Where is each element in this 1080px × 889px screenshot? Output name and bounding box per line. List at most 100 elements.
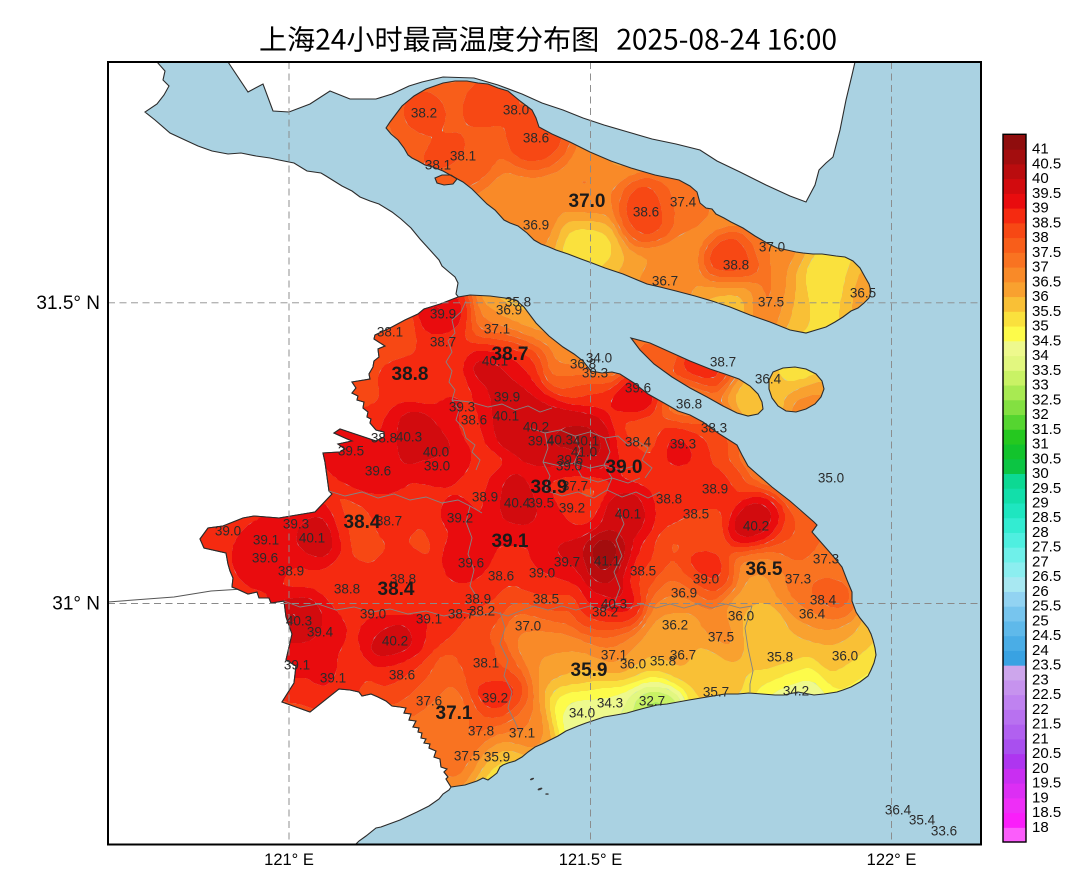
svg-text:35.4: 35.4 <box>909 813 936 828</box>
svg-text:34.0: 34.0 <box>569 706 595 721</box>
svg-text:38.4: 38.4 <box>810 593 837 608</box>
svg-text:37.5: 37.5 <box>1032 244 1061 261</box>
svg-text:39.0: 39.0 <box>215 524 241 539</box>
svg-text:37.0: 37.0 <box>515 619 541 634</box>
svg-text:32: 32 <box>1032 406 1049 423</box>
svg-text:121.5° E: 121.5° E <box>559 851 622 869</box>
svg-text:21.5: 21.5 <box>1032 716 1061 733</box>
svg-text:122° E: 122° E <box>867 851 917 869</box>
svg-text:38.2: 38.2 <box>411 106 437 121</box>
svg-text:30.5: 30.5 <box>1032 450 1061 467</box>
svg-text:39.7: 39.7 <box>554 555 580 570</box>
svg-text:38.9: 38.9 <box>702 482 728 497</box>
svg-text:36.0: 36.0 <box>620 657 646 672</box>
svg-text:40.1: 40.1 <box>299 531 325 546</box>
svg-text:25: 25 <box>1032 612 1049 629</box>
svg-text:38.9: 38.9 <box>465 592 491 607</box>
svg-text:38.3: 38.3 <box>701 421 727 436</box>
svg-text:36.5: 36.5 <box>746 559 783 580</box>
svg-text:34.3: 34.3 <box>597 696 623 711</box>
svg-text:34: 34 <box>1032 347 1049 364</box>
svg-text:39.3: 39.3 <box>582 366 608 381</box>
svg-text:38.7: 38.7 <box>710 355 736 370</box>
svg-text:29: 29 <box>1032 495 1049 512</box>
svg-text:38.7: 38.7 <box>430 335 456 350</box>
svg-text:35: 35 <box>1032 318 1049 335</box>
svg-text:37.3: 37.3 <box>813 552 839 567</box>
svg-text:36.7: 36.7 <box>670 648 696 663</box>
svg-text:39.0: 39.0 <box>424 459 450 474</box>
svg-text:38.5: 38.5 <box>683 507 709 522</box>
svg-text:20: 20 <box>1032 760 1049 777</box>
svg-text:38.8: 38.8 <box>334 582 360 597</box>
svg-text:25.5: 25.5 <box>1032 598 1061 615</box>
svg-text:32.7: 32.7 <box>639 694 665 709</box>
svg-text:39.5: 39.5 <box>1032 185 1061 202</box>
svg-text:20.5: 20.5 <box>1032 745 1061 762</box>
svg-text:35.8: 35.8 <box>767 650 793 665</box>
svg-text:38.7: 38.7 <box>448 607 474 622</box>
svg-text:39.3: 39.3 <box>670 437 696 452</box>
svg-text:36.4: 36.4 <box>799 607 826 622</box>
svg-text:39.5: 39.5 <box>338 444 364 459</box>
svg-text:38.5: 38.5 <box>533 592 559 607</box>
svg-text:40.2: 40.2 <box>743 519 769 534</box>
svg-text:39.5: 39.5 <box>528 496 554 511</box>
svg-text:18: 18 <box>1032 819 1049 836</box>
svg-text:40.1: 40.1 <box>573 434 599 449</box>
svg-text:37.4: 37.4 <box>670 195 697 210</box>
svg-text:38.9: 38.9 <box>472 490 498 505</box>
svg-text:38.8: 38.8 <box>371 431 397 446</box>
svg-text:33.5: 33.5 <box>1032 362 1061 379</box>
svg-text:39.6: 39.6 <box>365 464 391 479</box>
svg-text:38.1: 38.1 <box>473 656 499 671</box>
svg-text:40.2: 40.2 <box>523 420 549 435</box>
svg-text:39.6: 39.6 <box>252 551 278 566</box>
svg-text:37.5: 37.5 <box>708 630 734 645</box>
svg-text:35.8: 35.8 <box>505 295 531 310</box>
svg-text:28: 28 <box>1032 524 1049 541</box>
svg-text:37: 37 <box>1032 259 1049 276</box>
svg-text:40.3: 40.3 <box>601 597 627 612</box>
svg-text:39.0: 39.0 <box>529 566 555 581</box>
svg-text:40.1: 40.1 <box>615 507 641 522</box>
svg-text:38: 38 <box>1032 229 1049 246</box>
svg-text:36.4: 36.4 <box>755 372 782 387</box>
svg-text:38.8: 38.8 <box>723 258 749 273</box>
svg-text:38.9: 38.9 <box>278 564 304 579</box>
svg-text:36.8: 36.8 <box>676 397 702 412</box>
svg-text:36.5: 36.5 <box>1032 273 1061 290</box>
svg-text:41: 41 <box>1032 141 1049 158</box>
svg-text:34.2: 34.2 <box>783 684 809 699</box>
svg-text:39.0: 39.0 <box>606 457 643 478</box>
svg-text:36.5: 36.5 <box>850 286 876 301</box>
svg-text:36.8: 36.8 <box>570 357 596 372</box>
svg-text:37.5: 37.5 <box>454 749 480 764</box>
svg-text:37.7: 37.7 <box>562 479 588 494</box>
svg-text:36.9: 36.9 <box>496 303 522 318</box>
svg-text:38.5: 38.5 <box>1032 214 1061 231</box>
svg-text:38.6: 38.6 <box>488 569 514 584</box>
svg-text:38.5: 38.5 <box>630 564 656 579</box>
svg-text:26.5: 26.5 <box>1032 568 1061 585</box>
svg-text:38.2: 38.2 <box>469 604 495 619</box>
svg-text:33: 33 <box>1032 377 1049 394</box>
svg-text:38.6: 38.6 <box>461 413 487 428</box>
svg-text:35.8: 35.8 <box>650 654 676 669</box>
svg-text:41.0: 41.0 <box>571 445 597 460</box>
svg-text:37.0: 37.0 <box>759 240 785 255</box>
svg-text:39.9: 39.9 <box>430 307 456 322</box>
svg-text:31.5° N: 31.5° N <box>36 293 100 314</box>
svg-text:40.1: 40.1 <box>482 354 508 369</box>
svg-text:40: 40 <box>1032 170 1049 187</box>
svg-text:34.0: 34.0 <box>586 351 612 366</box>
svg-text:39.6: 39.6 <box>557 453 583 468</box>
svg-text:35.9: 35.9 <box>484 750 510 765</box>
svg-text:38.7: 38.7 <box>492 344 529 365</box>
svg-text:39.1: 39.1 <box>416 612 442 627</box>
svg-text:39.0: 39.0 <box>556 459 582 474</box>
svg-text:35.0: 35.0 <box>818 471 844 486</box>
svg-text:31° N: 31° N <box>52 594 100 615</box>
svg-text:32.5: 32.5 <box>1032 391 1061 408</box>
svg-text:31.5: 31.5 <box>1032 421 1061 438</box>
